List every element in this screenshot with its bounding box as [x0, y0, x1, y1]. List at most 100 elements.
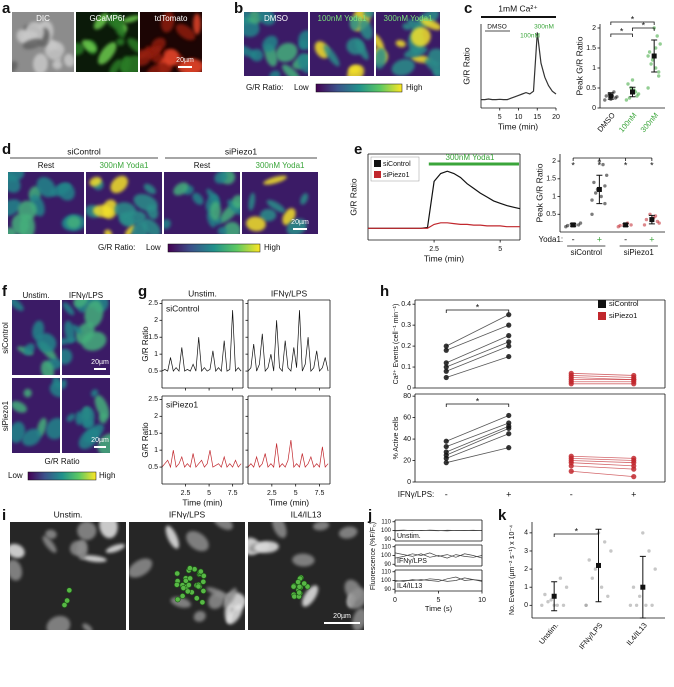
scale-bar-label: 20µm: [333, 613, 351, 620]
y-tick-label: 1.5: [148, 334, 158, 341]
data-point: [564, 585, 569, 589]
row-label: siPiezo1: [166, 399, 198, 409]
data-point: [654, 46, 658, 50]
label: G/R Ratio: [461, 47, 471, 85]
panel-letter: g: [138, 283, 147, 300]
data-point: [546, 600, 550, 604]
data-point: [443, 449, 449, 455]
y-tick-label: 100: [381, 553, 392, 559]
micrograph: [10, 522, 126, 630]
cell: [254, 541, 279, 553]
column-header: Unstim.: [188, 288, 217, 298]
y-tick-label: 100: [381, 528, 392, 534]
category-label: +: [506, 489, 511, 499]
data-point: [506, 353, 512, 360]
cell: [46, 615, 71, 630]
scale-bar-label: 20µm: [176, 57, 194, 64]
data-point: [592, 180, 596, 185]
panel-letter: f: [2, 283, 8, 300]
x-tick-label: 2.5: [429, 246, 439, 253]
event-marker: [200, 578, 207, 585]
y-axis-label: Ca²⁺ Events (cell⁻¹ min⁻¹): [393, 304, 400, 385]
x-tick-label: 7.5: [315, 490, 325, 497]
cell: [193, 610, 206, 622]
label: IFNγ/LPS: [169, 509, 206, 519]
y-tick-label: 1: [154, 447, 158, 454]
cell: [45, 529, 57, 540]
pair-line: [446, 356, 509, 378]
data-point: [646, 54, 650, 58]
y-tick-label: 1.5: [148, 430, 158, 437]
label: Low: [146, 243, 161, 252]
cell: [231, 194, 240, 209]
cell: [122, 15, 138, 23]
label: IL4/IL13: [625, 621, 649, 648]
label: siPiezo1: [225, 146, 257, 156]
cell: [105, 543, 125, 553]
data-point: [506, 312, 512, 318]
data-point: [657, 221, 661, 225]
cell: [415, 12, 440, 28]
label: DMSO: [264, 14, 288, 23]
cell: [352, 608, 364, 630]
label: Yoda1:: [539, 235, 564, 244]
pair-line: [571, 462, 634, 467]
cell: [127, 38, 138, 54]
data-point: [587, 558, 591, 562]
cell: [97, 433, 110, 453]
y-axis-label: G/R Ratio: [141, 326, 150, 362]
label: siPiezo1: [1, 400, 10, 431]
data-point: [609, 549, 613, 553]
data-point: [549, 598, 553, 602]
micrograph: [76, 12, 138, 72]
cell: [363, 12, 374, 18]
pair-line: [446, 447, 509, 464]
colorbar: [315, 83, 403, 93]
data-point: [593, 567, 598, 571]
cell: [133, 193, 158, 212]
label: Time (min): [424, 253, 464, 263]
cell: [40, 360, 55, 375]
y-tick-label: 3: [524, 548, 528, 555]
micrograph: [86, 172, 162, 234]
cell: [10, 559, 23, 581]
cell: [395, 40, 406, 48]
data-point: [568, 453, 574, 459]
trace: [394, 552, 483, 559]
data-point: [443, 347, 449, 353]
trace: [161, 310, 242, 373]
x-tick-label: 0: [393, 597, 397, 604]
legend-swatch: [374, 171, 381, 178]
data-point: [601, 162, 605, 167]
data-point: [443, 368, 449, 374]
y-tick-label: 0.5: [586, 85, 596, 92]
cell: [259, 208, 277, 222]
cell: [114, 202, 136, 218]
cell: [402, 23, 412, 30]
legend-swatch: [598, 312, 606, 320]
pair-line: [446, 341, 509, 368]
significance-bracket: [610, 21, 655, 25]
data-point: [568, 370, 574, 376]
label: siControl: [1, 322, 10, 354]
cell: [420, 18, 440, 30]
data-point: [506, 343, 512, 349]
event-marker: [197, 568, 204, 575]
cell: [10, 543, 25, 559]
data-point: [599, 194, 603, 199]
cell: [292, 553, 315, 567]
event-marker: [200, 588, 207, 594]
label: No. Events (µm⁻² s⁻¹) x 10⁻⁴: [509, 525, 516, 615]
cell: [62, 302, 75, 316]
cell: [32, 53, 48, 72]
data-point: [615, 95, 619, 99]
label: High: [99, 471, 115, 480]
cell: [22, 38, 43, 50]
data-point: [590, 576, 594, 580]
data-point: [597, 159, 602, 163]
data-point: [506, 431, 512, 437]
micrograph: [376, 12, 440, 76]
label: Unstim.: [54, 509, 83, 519]
cell: [244, 12, 251, 19]
cell: [99, 522, 118, 539]
